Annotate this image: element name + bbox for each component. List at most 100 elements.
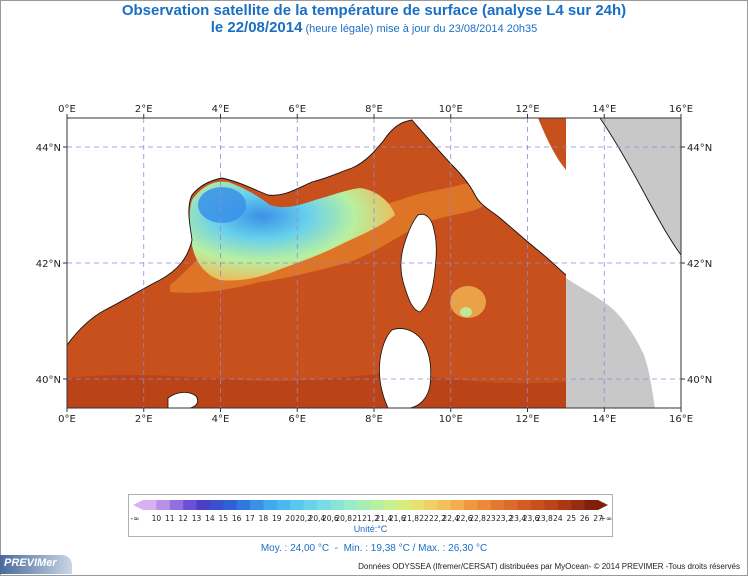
legend-swatch <box>330 500 345 510</box>
lon-tick-label: 10°E <box>439 104 463 115</box>
legend-label: 12 <box>178 514 188 523</box>
legend-label: 21,4 <box>375 514 393 523</box>
legend-swatch <box>571 500 586 510</box>
lon-tick-label: 8°E <box>365 104 383 115</box>
legend-label: 13 <box>191 514 202 523</box>
lon-tick-label: 2°E <box>135 104 153 115</box>
lon-tick-label: 12°E <box>515 414 539 425</box>
observation-date: le 22/08/2014 <box>210 19 303 36</box>
map-grid <box>67 118 681 408</box>
legend-label: 22,6 <box>455 514 473 523</box>
legend-label: 10 <box>151 514 162 523</box>
lon-tick-label: 2°E <box>135 414 153 425</box>
legend-swatch <box>370 500 385 510</box>
legend-swatch <box>397 500 412 510</box>
legend-swatch <box>156 500 171 510</box>
page-title: Observation satellite de la température … <box>121 2 627 19</box>
legend-swatch <box>263 500 278 510</box>
legend-label: 22,4 <box>442 514 460 523</box>
legend-swatch <box>250 500 264 510</box>
lat-tick-label: 42°N <box>36 259 61 270</box>
legend-swatch <box>303 500 318 510</box>
coastline-north <box>67 119 567 346</box>
legend-unit: Unité:°C <box>353 524 388 534</box>
legend-arrow-low <box>133 500 143 510</box>
legend-label: 27 <box>593 514 603 523</box>
lat-tick-label: 42°N <box>687 259 712 270</box>
legend-labels: -∞ 10 11 12 13 14 15 16 17 18 19 20 20,2 20,4 20,6 20,8… <box>129 514 613 526</box>
lon-tick-label: 4°E <box>212 414 230 425</box>
legend-swatch <box>223 500 238 510</box>
lat-tick-label: 40°N <box>687 375 712 386</box>
legend-label: 20,6 <box>321 514 339 523</box>
legend-swatch <box>464 500 479 510</box>
legend-swatch <box>490 500 505 510</box>
eddy-core <box>460 307 472 317</box>
land-italy-east <box>566 118 681 408</box>
lon-tick-label: 6°E <box>288 414 306 425</box>
legend-label: 26 <box>579 514 590 523</box>
map-ticks: 0°E 0°E 2°E 2°E 4°E 4°E 6°E 6°E 8°E 8°E 10°E 10°E 12… <box>36 104 712 425</box>
legend-label: 19 <box>272 514 282 523</box>
legend-label: 22 <box>419 514 429 523</box>
legend-label: 11 <box>164 514 175 523</box>
legend-arrow-high <box>598 500 608 510</box>
lat-tick-label: 44°N <box>687 143 712 154</box>
legend-swatch <box>424 500 438 510</box>
legend-label: 20,8 <box>335 514 353 523</box>
legend-label: 21,6 <box>388 514 406 523</box>
legend-swatch <box>276 500 291 510</box>
legend-label: 21,2 <box>362 514 379 523</box>
lon-tick-label: 16°E <box>669 104 693 115</box>
legend-label: 22,8 <box>469 514 486 523</box>
statistics: Moy. : 24,00 °C - Min. : 19,38 °C / Max.… <box>260 543 488 554</box>
lon-tick-label: 14°E <box>592 414 616 425</box>
legend-label: 25 <box>566 514 577 523</box>
legend-label: +∞ <box>599 514 613 523</box>
lat-tick-label: 40°N <box>36 375 61 386</box>
legend-swatch <box>544 500 559 510</box>
color-legend: -∞ 10 11 12 13 14 15 16 17 18 19 20 20,2 20,4 20,6 20,8… <box>128 494 613 537</box>
legend-label: 15 <box>218 514 229 523</box>
legend-label: 21 <box>352 514 362 523</box>
legend-swatch <box>357 500 371 510</box>
legend-swatch <box>437 500 452 510</box>
update-info: (heure légale) mise à jour du 23/08/2014… <box>305 23 538 35</box>
stat-max: Max. : 26,30 °C <box>418 543 488 554</box>
legend-swatch <box>504 500 519 510</box>
legend-swatch <box>236 500 251 510</box>
legend-swatch <box>450 500 465 510</box>
stat-mean: Moy. : 24,00 °C <box>260 543 330 554</box>
legend-label: 20,4 <box>308 514 326 523</box>
legend-swatch <box>196 500 211 510</box>
map-plot-area <box>67 118 681 408</box>
lon-tick-label: 6°E <box>288 104 306 115</box>
legend-swatch <box>410 500 425 510</box>
legend-swatch <box>209 500 224 510</box>
legend-label: 20 <box>285 514 295 523</box>
land-sardinia <box>379 328 432 408</box>
legend-label: -∞ <box>130 514 140 523</box>
legend-swatch <box>557 500 572 510</box>
legend-label: 17 <box>245 514 255 523</box>
lon-tick-label: 0°E <box>58 414 76 425</box>
legend-swatch <box>517 500 532 510</box>
lat-tick-label: 44°N <box>36 143 61 154</box>
legend-label: 14 <box>205 514 215 523</box>
legend-label: 20,2 <box>295 514 312 523</box>
tyrrhenian-eddy <box>450 286 486 318</box>
credits: Données ODYSSEA (Ifremer/CERSAT) distrib… <box>358 562 740 571</box>
legend-swatch <box>183 500 198 510</box>
legend-label: 16 <box>231 514 242 523</box>
lon-tick-label: 10°E <box>439 414 463 425</box>
legend-swatch <box>169 500 184 510</box>
legend-label: 21,8 <box>402 514 419 523</box>
legend-label: 23,8 <box>536 514 553 523</box>
lon-tick-label: 12°E <box>515 104 539 115</box>
legend-label: 23 <box>486 514 496 523</box>
cold-core <box>198 187 246 223</box>
legend-swatch <box>383 500 398 510</box>
stat-min: Min. : 19,38 °C <box>343 543 410 554</box>
page-subtitle: le 22/08/2014 (heure légale) mise à jour… <box>0 19 748 36</box>
